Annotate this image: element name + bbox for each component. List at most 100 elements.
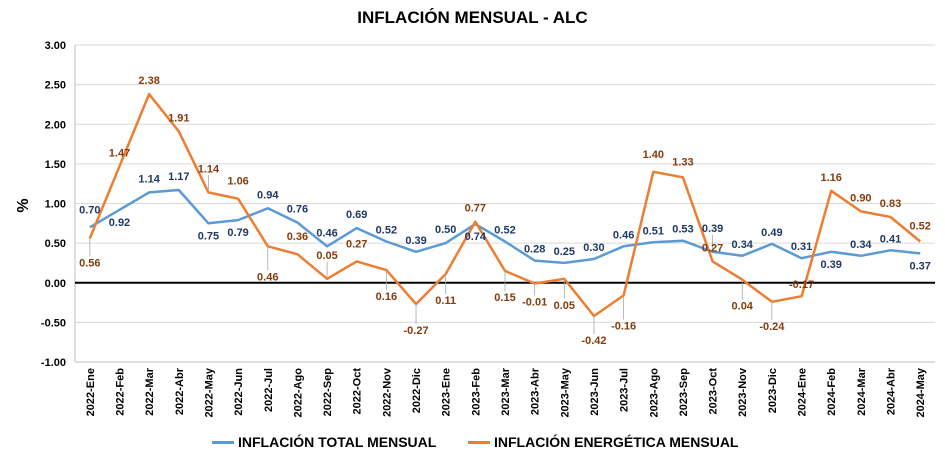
- data-label-energy: 0.27: [702, 242, 723, 254]
- x-tick-label: 2023-Sep: [678, 368, 690, 417]
- chart-legend: INFLACIÓN TOTAL MENSUAL INFLACIÓN ENERGÉ…: [0, 434, 945, 456]
- series-line-total: [89, 188, 921, 265]
- data-label-total: 0.39: [820, 259, 841, 271]
- x-tick-label: 2024-Abr: [886, 367, 898, 415]
- y-tick-label: -0.50: [41, 317, 66, 329]
- x-tick-label: 2023-Dic: [767, 368, 779, 413]
- y-tick-label: 0.00: [45, 278, 66, 290]
- x-tick-label: 2023-Mar: [500, 367, 512, 415]
- data-label-energy: 0.04: [732, 301, 754, 313]
- data-label-total: 0.39: [702, 223, 723, 235]
- legend-label-energy: INFLACIÓN ENERGÉTICA MENSUAL: [494, 434, 739, 450]
- data-label-energy: 1.14: [198, 163, 220, 175]
- data-label-energy: 0.77: [465, 203, 486, 215]
- data-label-total: 0.46: [316, 227, 337, 239]
- data-label-total: 0.34: [850, 239, 872, 251]
- data-label-energy: -0.17: [789, 279, 814, 291]
- x-tick-label: 2022-Mar: [144, 367, 156, 415]
- data-label-energy: 0.27: [346, 238, 367, 250]
- data-label-total: 0.75: [198, 230, 219, 242]
- chart-title: INFLACIÓN MENSUAL - ALC: [357, 8, 588, 27]
- data-label-total: 0.28: [524, 244, 545, 256]
- x-tick-label: 2023-May: [559, 367, 571, 417]
- data-label-energy: 0.52: [909, 221, 930, 233]
- data-label-energy: 0.16: [376, 291, 397, 303]
- data-label-energy: 1.47: [109, 147, 130, 159]
- data-label-energy: 0.56: [79, 257, 100, 269]
- x-tick-label: 2023-Abr: [530, 367, 542, 415]
- data-label-energy: 0.90: [850, 192, 871, 204]
- y-tick-label: 1.50: [45, 159, 66, 171]
- y-tick-label: -1.00: [41, 357, 66, 369]
- x-tick-label: 2024-Feb: [826, 368, 838, 416]
- data-label-energy: -0.24: [759, 321, 785, 333]
- x-tick-label: 2023-Ago: [648, 368, 660, 418]
- data-label-energy: 0.05: [316, 250, 337, 262]
- data-label-total: 1.14: [138, 173, 160, 185]
- x-tick-label: 2022-Jul: [263, 368, 275, 412]
- data-label-total: 0.94: [257, 189, 279, 201]
- data-label-total: 0.37: [909, 260, 930, 272]
- data-label-total: 0.31: [791, 241, 812, 253]
- data-label-energy: -0.16: [611, 320, 636, 332]
- data-label-energy: 1.91: [168, 112, 189, 124]
- data-label-total: 0.52: [376, 225, 397, 237]
- x-tick-label: 2024-Mar: [856, 367, 868, 415]
- legend-swatch-total: [212, 440, 234, 444]
- legend-item-energy: INFLACIÓN ENERGÉTICA MENSUAL: [468, 434, 738, 450]
- data-label-total: 0.70: [79, 204, 100, 216]
- data-label-total: 0.49: [761, 227, 782, 239]
- x-tick-label: 2023-Ene: [441, 368, 453, 416]
- y-tick-label: 1.00: [45, 199, 66, 211]
- x-tick-label: 2022-Feb: [114, 368, 126, 416]
- data-label-total: 0.50: [435, 224, 456, 236]
- data-label-energy: 1.16: [820, 172, 841, 184]
- data-label-total: 0.34: [732, 239, 754, 251]
- data-label-energy: 0.11: [435, 295, 456, 307]
- data-label-energy: -0.27: [403, 325, 428, 337]
- data-label-total: 0.69: [346, 209, 367, 221]
- data-label-total: 0.52: [494, 225, 515, 237]
- x-tick-label: 2022-Nov: [381, 367, 393, 417]
- x-tick-label: 2022-Dic: [411, 368, 423, 413]
- x-tick-label: 2023-Jun: [589, 368, 601, 416]
- data-label-energy: -0.42: [581, 335, 606, 347]
- x-tick-label: 2023-Oct: [708, 368, 720, 415]
- data-label-total: 0.25: [554, 246, 575, 258]
- data-label-total: 0.74: [465, 231, 487, 243]
- data-label-total: 0.39: [405, 235, 426, 247]
- x-tick-label: 2022-Ene: [85, 368, 97, 416]
- data-label-energy: 0.36: [287, 231, 308, 243]
- data-label-energy: 1.40: [643, 149, 664, 161]
- x-tick-label: 2023-Nov: [737, 367, 749, 417]
- data-label-total: 0.76: [287, 204, 308, 216]
- x-tick-label: 2022-Oct: [352, 368, 364, 415]
- x-tick-label: 2024-Ene: [797, 368, 809, 416]
- legend-swatch-energy: [468, 440, 490, 444]
- data-label-total: 0.53: [672, 224, 693, 236]
- y-tick-label: 0.50: [45, 238, 66, 250]
- data-label-energy: 2.38: [138, 75, 159, 87]
- data-label-energy: 0.83: [880, 198, 901, 210]
- data-label-total: 0.30: [583, 242, 604, 254]
- y-tick-label: 2.50: [45, 80, 66, 92]
- data-label-total: 0.46: [613, 229, 634, 241]
- data-label-energy: 0.05: [554, 300, 575, 312]
- data-label-total: 0.51: [643, 225, 664, 237]
- x-tick-label: 2023-Feb: [470, 368, 482, 416]
- x-tick-label: 2022-Ago: [292, 368, 304, 418]
- y-tick-label: 2.00: [45, 119, 66, 131]
- y-axis-label: %: [15, 198, 32, 212]
- data-label-energy: 0.46: [257, 271, 278, 283]
- x-tick-label: 2022-May: [203, 367, 215, 417]
- data-label-total: 1.17: [168, 171, 189, 183]
- data-label-total: 0.79: [227, 227, 248, 239]
- x-tick-label: 2022-Abr: [174, 367, 186, 415]
- x-tick-label: 2022-Sep: [322, 368, 334, 417]
- x-tick-label: 2022-Jun: [233, 368, 245, 416]
- legend-item-total: INFLACIÓN TOTAL MENSUAL: [212, 434, 436, 450]
- x-tick-label: 2023-Jul: [619, 368, 631, 412]
- data-label-total: 0.92: [109, 217, 130, 229]
- x-tick-label: 2024-May: [915, 367, 927, 417]
